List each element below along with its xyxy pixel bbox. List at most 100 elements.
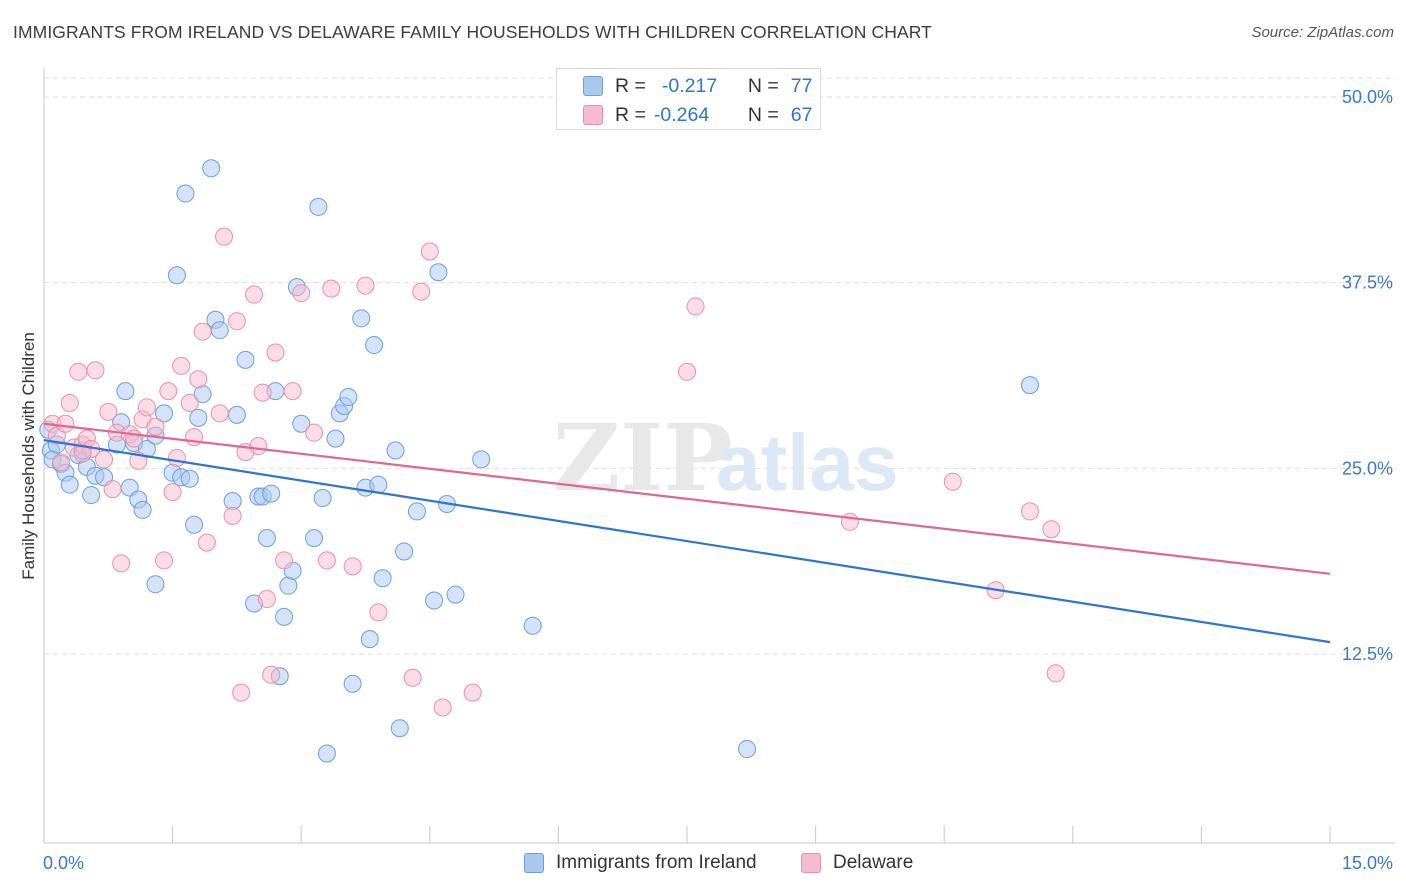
stats-r-label: R =	[615, 74, 646, 97]
data-point-ireland	[82, 486, 101, 505]
data-point-delaware	[86, 361, 105, 380]
data-point-ireland	[352, 309, 371, 328]
legend-swatch-ireland	[524, 853, 544, 873]
data-point-ireland	[326, 429, 345, 448]
data-point-delaware	[322, 279, 341, 298]
stats-swatch-delaware	[583, 105, 603, 125]
data-point-ireland	[305, 529, 324, 548]
trend-line-delaware	[43, 422, 1331, 575]
data-point-delaware	[245, 285, 264, 304]
data-point-ireland	[176, 184, 195, 203]
data-point-delaware	[112, 554, 131, 573]
data-point-delaware	[232, 683, 251, 702]
data-point-ireland	[1020, 376, 1039, 395]
x-tick-label: 15.0%	[1342, 853, 1393, 873]
data-point-ireland	[360, 630, 379, 649]
data-point-ireland	[395, 542, 414, 561]
data-point-ireland	[339, 388, 358, 407]
stats-n-label: N =	[747, 74, 779, 97]
data-point-delaware	[1020, 502, 1039, 521]
trend-line-ireland	[43, 439, 1331, 644]
data-point-ireland	[373, 569, 392, 588]
data-point-delaware	[155, 551, 174, 570]
source-credit: Source: ZipAtlas.com	[1251, 24, 1394, 41]
data-point-delaware	[197, 533, 216, 552]
data-point-delaware	[52, 453, 71, 472]
y-axis-title: Family Households with Children	[19, 332, 38, 580]
data-point-delaware	[275, 551, 294, 570]
data-point-delaware	[172, 356, 191, 375]
data-point-delaware	[227, 312, 246, 331]
data-point-delaware	[412, 282, 431, 301]
y-tick-label: 25.0%	[1342, 458, 1393, 478]
data-point-ireland	[180, 469, 199, 488]
data-point-ireland	[210, 321, 229, 340]
chart-legend: Immigrants from Ireland Delaware	[0, 852, 1406, 878]
data-point-delaware	[146, 417, 165, 436]
data-point-delaware	[317, 551, 336, 570]
data-point-delaware	[193, 322, 212, 341]
stats-legend-box: R = -0.217 N = 77 R = -0.264 N = 67	[556, 68, 821, 130]
data-point-delaware	[403, 668, 422, 687]
data-point-delaware	[292, 284, 311, 303]
data-point-delaware	[180, 393, 199, 412]
data-point-delaware	[189, 370, 208, 389]
data-point-ireland	[279, 576, 298, 595]
data-point-ireland	[523, 616, 542, 635]
data-point-delaware	[463, 683, 482, 702]
data-point-ireland	[146, 575, 165, 594]
data-point-ireland	[133, 500, 152, 519]
stats-n-label: N =	[747, 103, 779, 126]
data-point-ireland	[365, 336, 384, 355]
data-point-delaware	[257, 590, 276, 609]
data-point-delaware	[420, 242, 439, 261]
data-point-delaware	[943, 472, 962, 491]
chart-title: IMMIGRANTS FROM IRELAND VS DELAWARE FAMI…	[13, 22, 932, 42]
data-point-ireland	[262, 484, 281, 503]
data-point-ireland	[309, 197, 328, 216]
data-point-delaware	[369, 603, 388, 622]
data-point-delaware	[305, 423, 324, 442]
data-point-delaware	[185, 428, 204, 447]
stats-row-ireland: R = -0.217 N = 77	[557, 71, 812, 101]
stats-n-value: 77	[790, 74, 813, 97]
legend-label-ireland: Immigrants from Ireland	[556, 852, 757, 873]
data-point-ireland	[60, 475, 79, 494]
data-point-ireland	[292, 414, 311, 433]
data-point-ireland	[257, 529, 276, 548]
data-point-delaware	[262, 665, 281, 684]
data-point-ireland	[386, 441, 405, 460]
data-point-delaware	[159, 382, 178, 401]
data-point-delaware	[249, 437, 268, 456]
stats-row-delaware: R = -0.264 N = 67	[557, 100, 812, 130]
data-point-delaware	[433, 698, 452, 717]
data-point-delaware	[1046, 664, 1065, 683]
legend-label-delaware: Delaware	[833, 852, 914, 873]
data-point-ireland	[189, 408, 208, 427]
data-point-ireland	[185, 515, 204, 534]
stats-swatch-ireland	[583, 76, 603, 96]
data-point-ireland	[227, 405, 246, 424]
data-point-ireland	[425, 591, 444, 610]
data-point-ireland	[407, 502, 426, 521]
data-point-ireland	[313, 489, 332, 508]
data-point-delaware	[253, 383, 272, 402]
data-point-ireland	[202, 159, 221, 178]
data-point-delaware	[103, 480, 122, 499]
data-point-ireland	[472, 450, 491, 469]
data-point-delaware	[210, 404, 229, 423]
data-point-ireland	[429, 263, 448, 282]
stats-r-value: -0.264	[653, 103, 710, 126]
data-point-delaware	[69, 362, 88, 381]
data-point-delaware	[73, 444, 92, 463]
data-point-ireland	[317, 744, 336, 763]
data-point-delaware	[215, 227, 234, 246]
data-point-delaware	[163, 483, 182, 502]
data-point-ireland	[155, 404, 174, 423]
data-point-delaware	[840, 512, 859, 531]
y-tick-label: 50.0%	[1342, 87, 1393, 107]
stats-r-value: -0.217	[661, 74, 718, 97]
data-point-delaware	[678, 362, 696, 381]
y-tick-label: 12.5%	[1342, 644, 1393, 664]
